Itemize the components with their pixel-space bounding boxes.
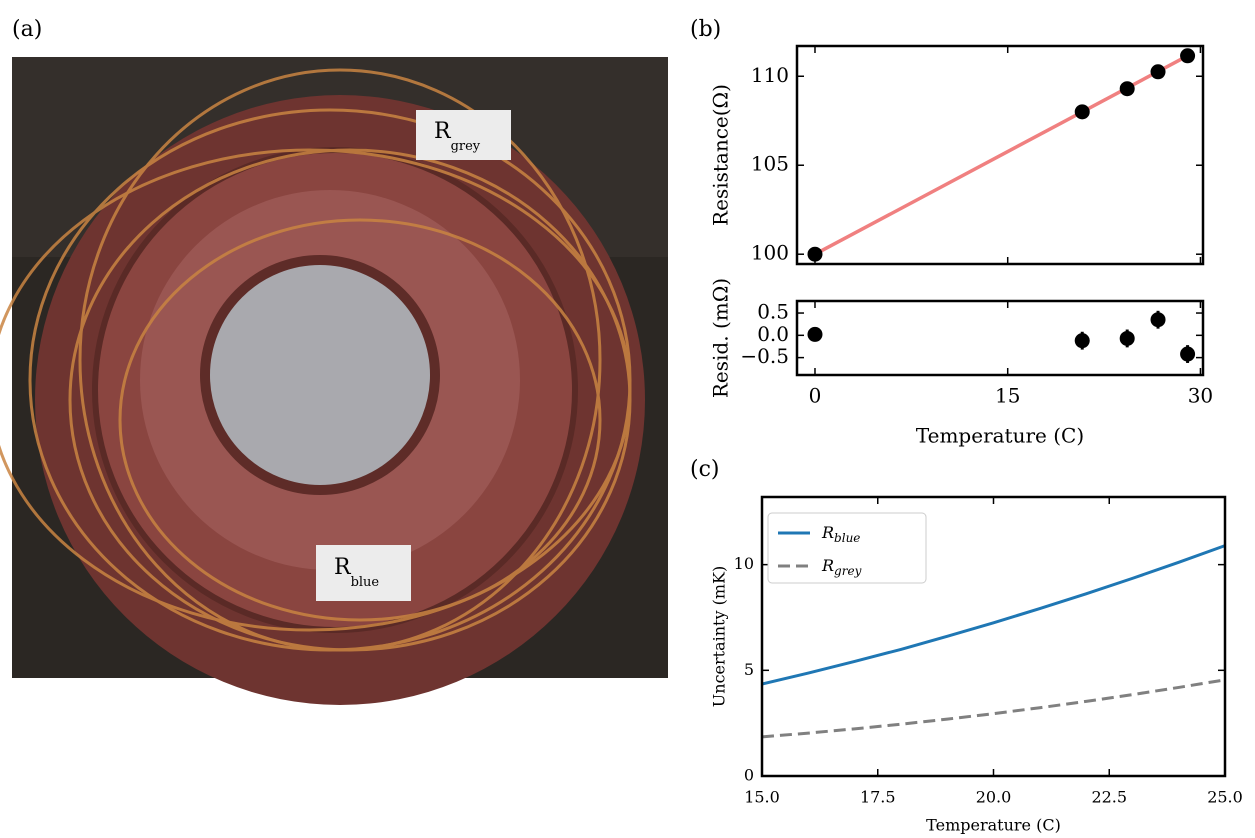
y-tick-label: 0 [744, 766, 754, 785]
photo-label: Rgrey [434, 119, 481, 154]
point [1150, 312, 1166, 328]
point [1180, 48, 1196, 64]
x-tick-label: 17.5 [860, 788, 896, 807]
y-tick-label: 105 [751, 152, 789, 176]
panel-label: (b) [690, 17, 721, 42]
axes-frame [795, 44, 1205, 266]
x-tick-label: 22.5 [1091, 788, 1127, 807]
y-axis-label: Resid. (mΩ) [709, 278, 733, 398]
point [1074, 104, 1090, 120]
x-tick-label: 15.0 [744, 788, 780, 807]
photo: Rgrey Rblue [0, 57, 668, 705]
point [1074, 333, 1090, 349]
y-tick-label: −0.5 [740, 344, 789, 368]
point [807, 246, 823, 262]
y-tick-label: 110 [751, 63, 789, 87]
x-axis-label: Temperature (C) [926, 816, 1061, 835]
x-tick-label: 0 [809, 384, 822, 408]
legend-subscript: blue [834, 531, 860, 545]
y-axis-label: Uncertainty (mK) [710, 566, 729, 707]
y-tick-label: 0.5 [757, 300, 789, 324]
line [761, 678, 1226, 739]
point [1119, 81, 1135, 97]
legend-subscript: grey [834, 564, 862, 578]
line [761, 544, 1226, 686]
axes-frame [760, 495, 1227, 778]
legend-entry: Rblue [821, 523, 860, 545]
y-tick-label: 10 [734, 554, 754, 573]
panel-label: (a) [12, 17, 42, 42]
point [1180, 346, 1196, 362]
legend-name: R [821, 523, 834, 542]
x-tick-label: 30 [1188, 384, 1213, 408]
axes-frame [795, 299, 1205, 377]
label-sub: blue [351, 575, 380, 590]
x-tick-label: 25.0 [1207, 788, 1243, 807]
y-tick-label: 0.0 [757, 322, 789, 346]
photo-label: Rblue [334, 555, 379, 590]
y-axis-label: Resistance(Ω) [709, 84, 733, 226]
legend-entry: Rgrey [821, 556, 862, 578]
point [1150, 64, 1166, 80]
plot-area [807, 48, 1196, 262]
y-tick-label: 5 [744, 660, 754, 679]
y-tick-label: 100 [751, 241, 789, 265]
x-axis-label: Temperature (C) [916, 424, 1084, 448]
legend-name: R [821, 556, 834, 575]
point [807, 326, 823, 342]
x-tick-label: 20.0 [976, 788, 1012, 807]
label-main: R [334, 555, 352, 580]
x-tick-label: 15 [995, 384, 1020, 408]
plot-area [761, 544, 1226, 739]
plot-area [807, 310, 1196, 363]
point [1119, 330, 1135, 346]
panel-label: (c) [690, 457, 720, 482]
label-main: R [434, 119, 452, 144]
label-sub: grey [451, 139, 481, 154]
